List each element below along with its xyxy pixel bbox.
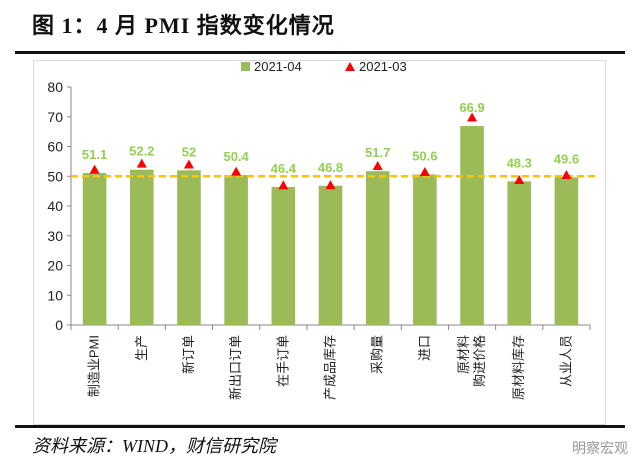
x-category-label: 新订单: [181, 335, 196, 374]
y-tick-label: 10: [47, 287, 63, 303]
y-tick-label: 20: [47, 258, 63, 274]
y-tick-label: 80: [47, 79, 63, 95]
source-note: 资料来源：WIND，财信研究院: [32, 436, 276, 456]
x-category-label: 购进价格: [472, 335, 487, 387]
marker-2021-03-10: [561, 169, 572, 179]
legend-marker-2021-03: [345, 62, 355, 71]
legend-label-2021-04: 2021-04: [254, 59, 302, 74]
x-category-label: 进口: [417, 335, 432, 361]
data-label-10: 49.6: [554, 151, 579, 166]
data-label-5: 46.8: [318, 160, 343, 175]
bar-3: [224, 175, 248, 325]
bar-7: [413, 174, 437, 325]
x-category-label: 制造业PMI: [87, 335, 102, 397]
data-label-4: 46.4: [271, 161, 297, 176]
marker-2021-03-3: [231, 166, 242, 176]
y-tick-label: 50: [47, 168, 63, 184]
watermark: 明察宏观: [572, 441, 628, 457]
x-category-label: 产成品库存: [323, 335, 338, 400]
x-category-label: 原材料库存: [511, 335, 526, 400]
bar-4: [271, 186, 296, 325]
marker-2021-03-5: [325, 180, 336, 190]
bar-8: [460, 125, 484, 325]
chart-frame: [33, 60, 606, 425]
y-tick-label: 60: [47, 139, 63, 155]
bar-1: [129, 169, 154, 325]
x-category-label: 原材料: [456, 335, 471, 374]
data-label-6: 51.7: [365, 145, 390, 160]
legend-swatch-2021-04: [241, 62, 250, 71]
data-label-7: 50.6: [412, 148, 437, 163]
marker-2021-03-6: [372, 161, 383, 171]
data-label-3: 50.4: [223, 149, 249, 164]
bar-10: [554, 177, 579, 325]
marker-2021-03-4: [278, 180, 289, 190]
y-tick-label: 40: [47, 198, 63, 214]
marker-2021-03-1: [136, 158, 147, 168]
legend-label-2021-03: 2021-03: [359, 59, 407, 74]
x-category-label: 生产: [134, 335, 149, 361]
data-label-1: 52.2: [129, 144, 154, 159]
data-label-2: 52: [182, 144, 196, 159]
marker-2021-03-0: [89, 164, 100, 174]
x-category-label: 新出口订单: [228, 335, 243, 400]
marker-2021-03-2: [183, 159, 194, 169]
y-tick-label: 0: [55, 317, 63, 333]
x-category-label: 从业人员: [558, 335, 573, 387]
source-rule: [15, 425, 625, 428]
bar-6: [365, 171, 390, 325]
x-category-label: 采购量: [370, 335, 385, 374]
marker-2021-03-7: [419, 166, 430, 176]
y-tick-label: 30: [47, 228, 63, 244]
bar-5: [318, 185, 343, 325]
chart-title: 图 1：4 月 PMI 指数变化情况: [32, 13, 335, 38]
data-label-0: 51.1: [82, 147, 107, 162]
data-label-9: 48.3: [507, 155, 532, 170]
bar-2: [177, 170, 201, 325]
x-category-label: 在手订单: [275, 335, 290, 387]
data-label-8: 66.9: [459, 100, 484, 115]
y-tick-label: 70: [47, 109, 63, 125]
marker-2021-03-9: [514, 175, 525, 185]
bar-9: [507, 181, 532, 325]
marker-2021-03-8: [467, 112, 478, 122]
title-rule: [15, 51, 625, 54]
bar-0: [82, 172, 107, 325]
